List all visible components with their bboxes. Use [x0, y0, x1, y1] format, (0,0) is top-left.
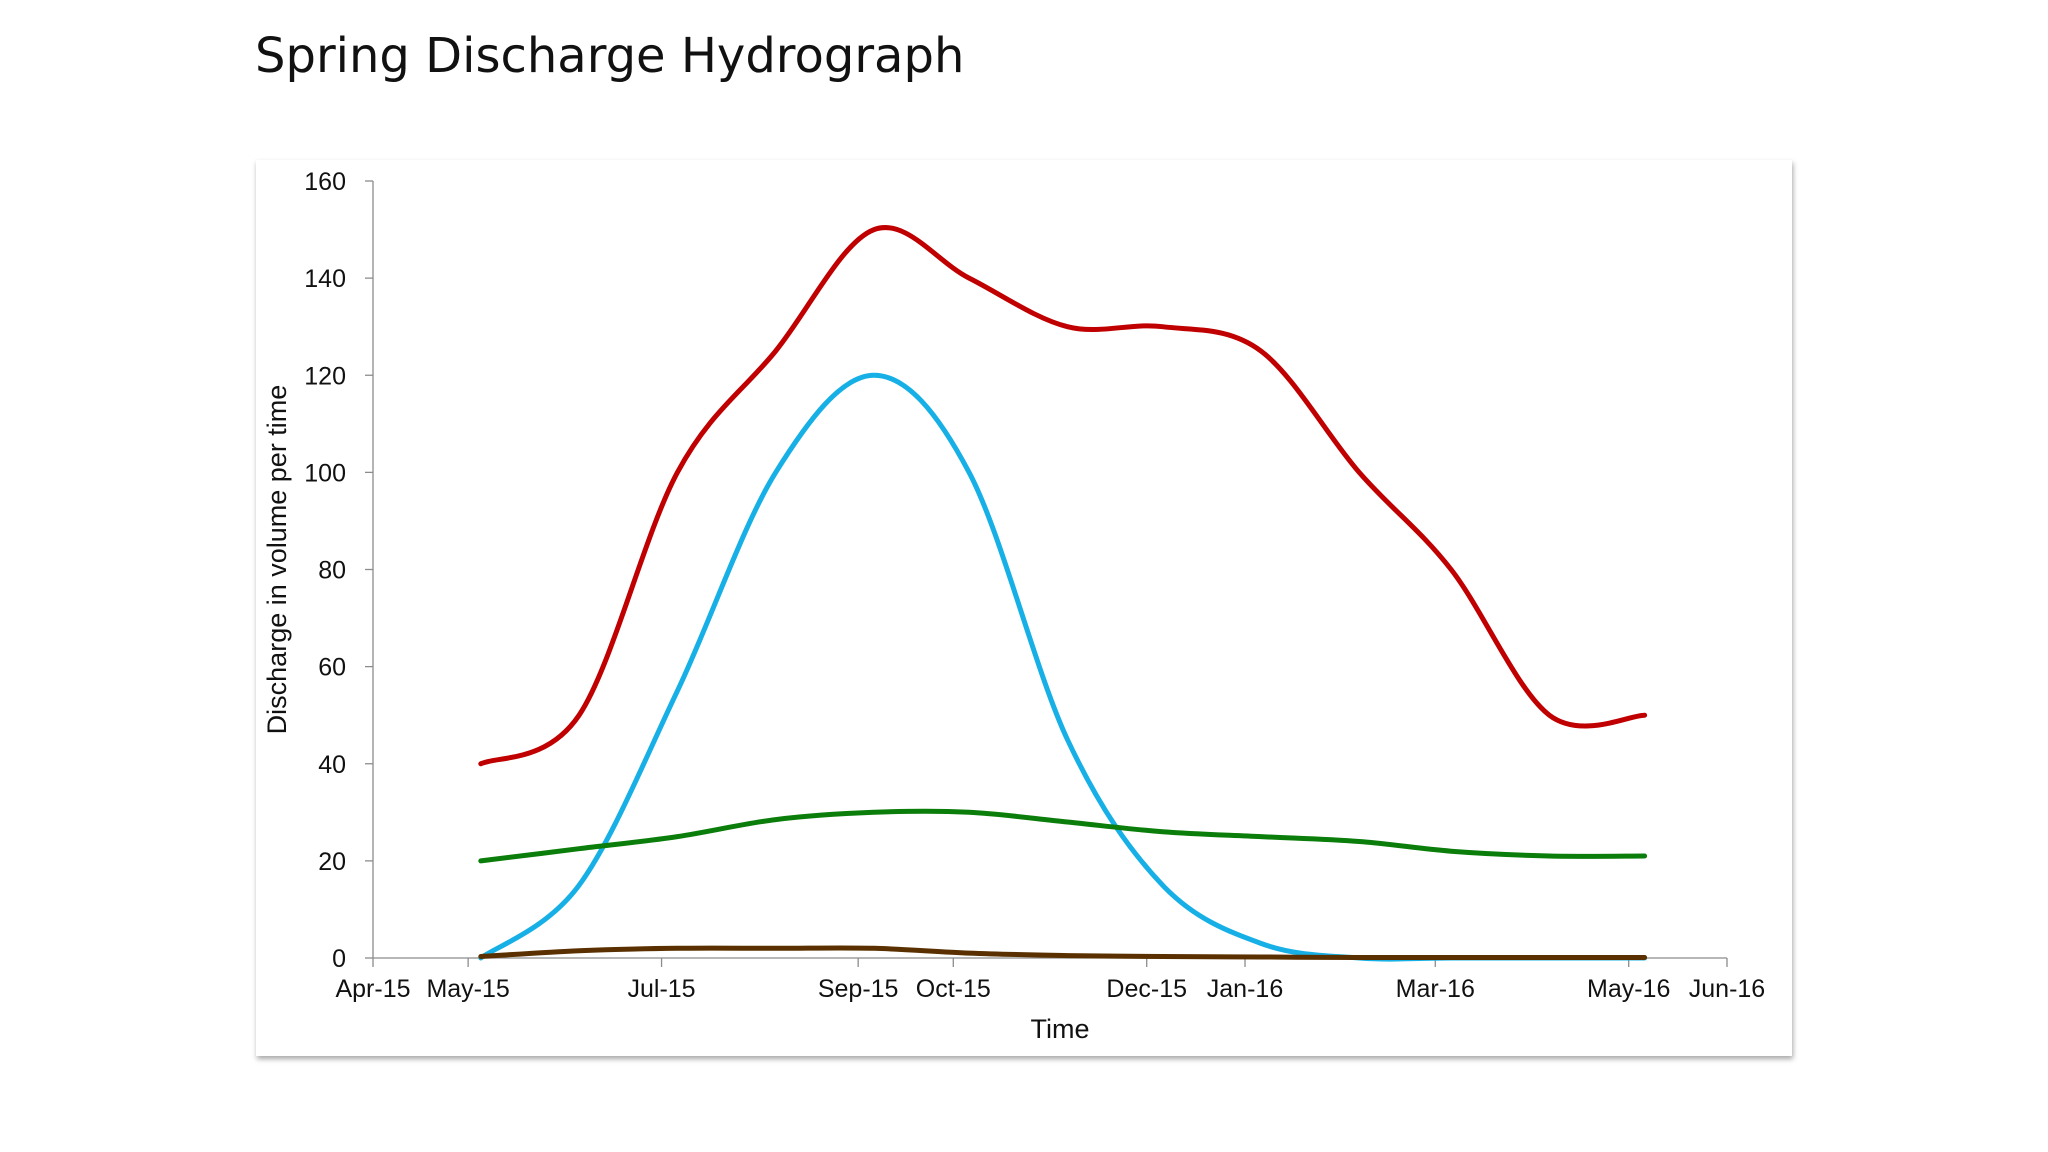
x-tick-label: Sep-15 [818, 975, 899, 1003]
y-tick-label: 100 [304, 459, 346, 487]
y-tick-label: 40 [318, 751, 346, 779]
x-tick-label: Mar-16 [1396, 975, 1475, 1003]
x-tick-label: May-15 [426, 975, 509, 1003]
x-tick-label: Apr-15 [335, 975, 410, 1003]
x-tick-label: Oct-15 [916, 975, 991, 1003]
x-tick-label: Jul-15 [628, 975, 696, 1003]
y-tick-label: 160 [304, 168, 346, 196]
y-tick-label: 120 [304, 362, 346, 390]
y-tick-label: 0 [332, 945, 346, 973]
series-line-2 [478, 372, 1648, 962]
y-axis: 0 20 40 60 80 100 120 140 160 [304, 168, 374, 973]
x-tick-label: Jan-16 [1207, 975, 1283, 1003]
series-line-3 [478, 808, 1648, 864]
y-tick-label: 20 [318, 848, 346, 876]
line-chart: 0 20 40 60 80 100 120 140 160 Apr-15 May-15 Jul-15… [262, 168, 1765, 1044]
x-tick-label: Jun-16 [1689, 975, 1765, 1003]
y-tick-label: 60 [318, 654, 346, 682]
series-layer [478, 225, 1648, 962]
series-line-4 [478, 945, 1648, 961]
x-axis-title: Time [1031, 1014, 1090, 1044]
y-tick-label: 140 [304, 265, 346, 293]
series-line-1 [478, 225, 1648, 767]
y-tick-label: 80 [318, 557, 346, 585]
x-tick-label: Dec-15 [1106, 975, 1187, 1003]
chart-title: Spring Discharge Hydrograph [255, 28, 965, 84]
x-tick-label: May-16 [1587, 975, 1670, 1003]
x-axis: Apr-15 May-15 Jul-15 Sep-15 Oct-15 Dec-15 Jan-… [335, 957, 1765, 1003]
y-axis-title: Discharge in volume per time [262, 385, 292, 735]
chart-panel: 0 20 40 60 80 100 120 140 160 Apr-15 May-15 Jul-15… [256, 160, 1792, 1056]
